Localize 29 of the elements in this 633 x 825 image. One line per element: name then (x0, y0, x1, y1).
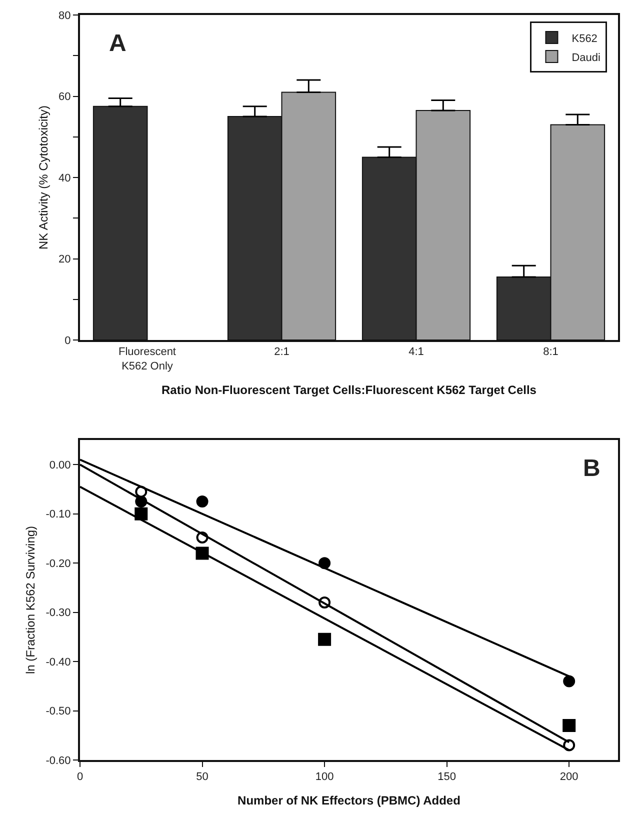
x-tick-label: 50 (196, 771, 208, 784)
y-tick-label: 0.00 (49, 459, 71, 472)
y-tick-label: -0.20 (46, 558, 71, 570)
y-tick-label: 40 (58, 172, 71, 184)
x-tick-label: 2:1 (274, 346, 290, 358)
y-axis-title: NK Activity (% Cytotoxicity) (36, 105, 50, 250)
x-axis-title: Number of NK Effectors (PBMC) Added (238, 794, 460, 808)
y-tick-label: -0.60 (46, 754, 71, 767)
y-axis-title: ln (Fraction K562 Surviving) (24, 526, 38, 674)
x-tick-label: 0 (76, 771, 84, 784)
y-tick-label: 80 (58, 10, 71, 22)
y-tick-label: -0.40 (46, 656, 71, 668)
x-tick-label: Fluorescent K562 Only (118, 346, 176, 372)
legend-label: K562 (572, 32, 598, 45)
y-tick-label: -0.50 (46, 706, 71, 718)
y-tick-label: 20 (58, 254, 71, 266)
y-tick-label: -0.10 (46, 508, 71, 521)
annotation: B (583, 455, 600, 482)
y-tick-label: -0.30 (46, 607, 71, 620)
legend-label: Daudi (572, 52, 600, 64)
x-tick-label: 150 (438, 771, 456, 784)
y-tick-label: 60 (58, 91, 71, 104)
x-axis-title: Ratio Non-Fluorescent Target Cells:Fluorescent K562 Target Cells (162, 382, 537, 397)
y-tick-label: 0 (64, 334, 71, 347)
x-tick-label: 100 (315, 771, 334, 784)
x-tick-label: 4:1 (408, 346, 424, 358)
x-tick-label: 200 (560, 771, 578, 784)
x-tick-label: 8:1 (543, 346, 558, 358)
annotation: A (109, 30, 126, 57)
